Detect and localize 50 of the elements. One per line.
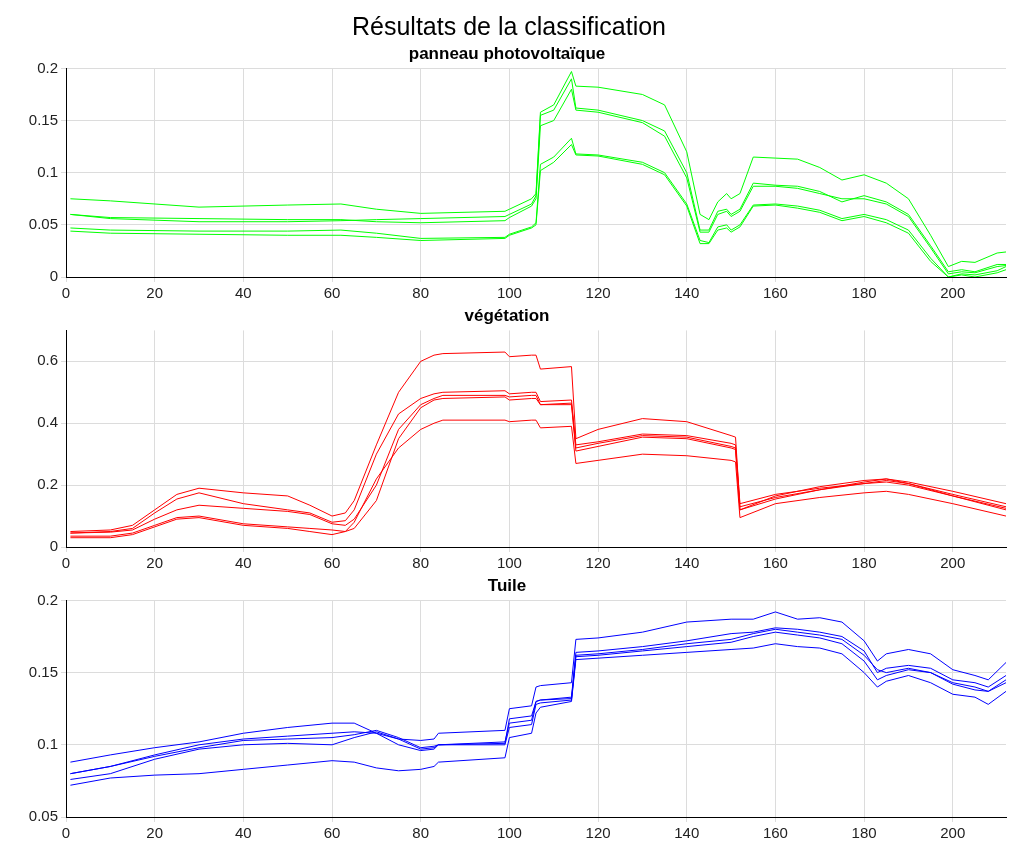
x-tick-label: 180 (851, 554, 877, 572)
x-tick-label: 0 (61, 554, 71, 572)
x-tick-label: 160 (762, 554, 788, 572)
x-tick-label: 100 (496, 284, 522, 302)
x-tick-label: 160 (762, 284, 788, 302)
chart-subtitle: panneau photovoltaïque (408, 43, 606, 63)
x-tick-label: 60 (323, 284, 341, 302)
x-tick-label: 60 (323, 554, 341, 572)
y-tick-label: 0.05 (28, 214, 58, 232)
y-tick-label: 0.4 (37, 413, 58, 431)
x-tick-label: 120 (585, 284, 611, 302)
x-tick-label: 100 (496, 824, 522, 842)
x-tick-label: 80 (412, 824, 430, 842)
x-tick-label: 200 (940, 554, 966, 572)
chart-title: Tuile (487, 575, 527, 595)
y-tick-label: 0.2 (37, 475, 58, 493)
x-tick-label: 40 (235, 554, 252, 572)
y-tick-label: 0.6 (37, 351, 58, 369)
y-tick-label: 0 (49, 267, 58, 285)
y-tick-label: 0 (49, 537, 58, 555)
y-tick-label: 0.15 (28, 110, 58, 128)
x-tick-label: 20 (146, 824, 164, 842)
x-tick-label: 180 (851, 284, 877, 302)
x-tick-label: 80 (412, 554, 430, 572)
x-tick-label: 140 (674, 824, 700, 842)
chart-title: végétation (464, 305, 550, 325)
x-tick-label: 120 (585, 824, 611, 842)
y-tick-label: 0.05 (28, 807, 58, 825)
x-tick-label: 0 (61, 824, 71, 842)
y-tick-label: 0.2 (37, 590, 58, 608)
x-tick-label: 200 (940, 284, 966, 302)
x-tick-label: 20 (146, 554, 164, 572)
x-tick-label: 120 (585, 554, 611, 572)
x-tick-label: 100 (496, 554, 522, 572)
x-tick-label: 80 (412, 284, 430, 302)
x-tick-label: 140 (674, 554, 700, 572)
x-tick-label: 200 (940, 824, 966, 842)
y-tick-label: 0.15 (28, 662, 58, 680)
x-tick-label: 40 (235, 284, 252, 302)
y-tick-label: 0.1 (37, 162, 58, 180)
x-tick-label: 60 (323, 824, 341, 842)
x-tick-label: 140 (674, 284, 700, 302)
chart-title: Résultats de la classification (350, 11, 667, 42)
x-tick-label: 180 (851, 824, 877, 842)
y-tick-label: 0.2 (37, 58, 58, 76)
x-tick-label: 160 (762, 824, 788, 842)
x-tick-label: 0 (61, 284, 71, 302)
x-tick-label: 40 (235, 824, 252, 842)
y-tick-label: 0.1 (37, 734, 58, 752)
x-tick-label: 20 (146, 284, 164, 302)
